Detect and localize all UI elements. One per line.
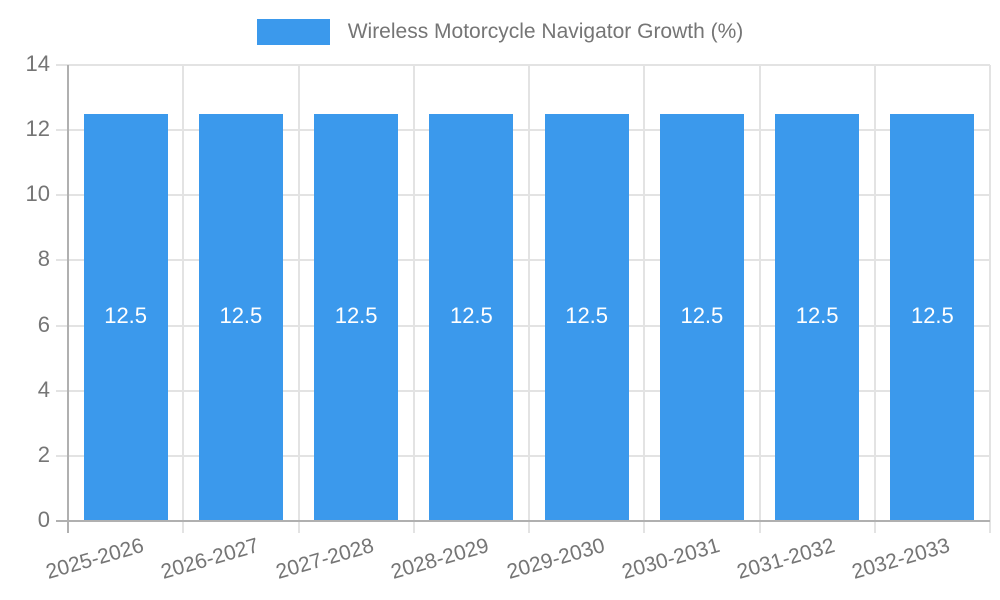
x-gridline	[528, 65, 530, 521]
x-gridline	[643, 65, 646, 521]
x-tick-mark	[297, 521, 300, 533]
y-tick-mark	[56, 194, 68, 197]
y-tick-mark	[56, 259, 68, 262]
y-tick-label: 6	[37, 311, 50, 337]
x-tick-mark	[182, 521, 185, 533]
x-gridline	[989, 65, 991, 521]
chart-legend[interactable]: Wireless Motorcycle Navigator Growth (%)	[0, 14, 1000, 50]
x-gridline	[873, 65, 876, 521]
bar-value-label: 12.5	[680, 303, 724, 329]
bar[interactable]: 12.5	[198, 113, 283, 521]
y-axis-line	[67, 65, 69, 533]
bar[interactable]: 12.5	[775, 113, 860, 521]
bar[interactable]: 12.5	[659, 113, 744, 521]
x-gridline	[182, 65, 185, 521]
y-tick-label: 0	[37, 507, 50, 532]
y-tick-mark	[56, 129, 68, 132]
x-axis-line	[56, 520, 990, 522]
y-tick-label: 10	[25, 181, 50, 207]
y-tick-label: 4	[37, 376, 50, 402]
x-gridline	[758, 65, 761, 521]
bar[interactable]: 12.5	[83, 113, 168, 521]
bar[interactable]: 12.5	[314, 113, 399, 521]
y-tick-mark	[56, 64, 68, 66]
bar-value-label: 12.5	[565, 303, 609, 329]
x-gridline	[297, 65, 300, 521]
y-tick-mark	[56, 389, 68, 392]
bar[interactable]: 12.5	[890, 113, 975, 521]
x-gridline	[412, 65, 415, 521]
x-tick-mark	[643, 521, 646, 533]
bar-value-label: 12.5	[334, 303, 378, 329]
y-tick-label: 12	[25, 116, 50, 142]
y-tick-label: 14	[25, 51, 50, 76]
bar-value-label: 12.5	[449, 303, 493, 329]
y-tick-label: 8	[37, 246, 50, 272]
bar-value-label: 12.5	[795, 303, 839, 329]
legend-swatch[interactable]	[256, 19, 330, 45]
x-tick-mark	[412, 521, 415, 533]
bar-value-label: 12.5	[219, 303, 263, 329]
bar-value-label: 12.5	[104, 303, 148, 329]
x-tick-mark	[758, 521, 761, 533]
legend-label[interactable]: Wireless Motorcycle Navigator Growth (%)	[347, 20, 744, 43]
x-tick-mark	[989, 521, 991, 533]
x-tick-mark	[873, 521, 876, 533]
y-tick-label: 2	[37, 441, 50, 467]
bar[interactable]: 12.5	[429, 113, 514, 521]
bar-value-label: 12.5	[910, 303, 954, 329]
y-tick-mark	[56, 454, 68, 457]
bar[interactable]: 12.5	[544, 113, 629, 521]
y-tick-mark	[56, 324, 68, 327]
x-tick-mark	[528, 521, 530, 533]
